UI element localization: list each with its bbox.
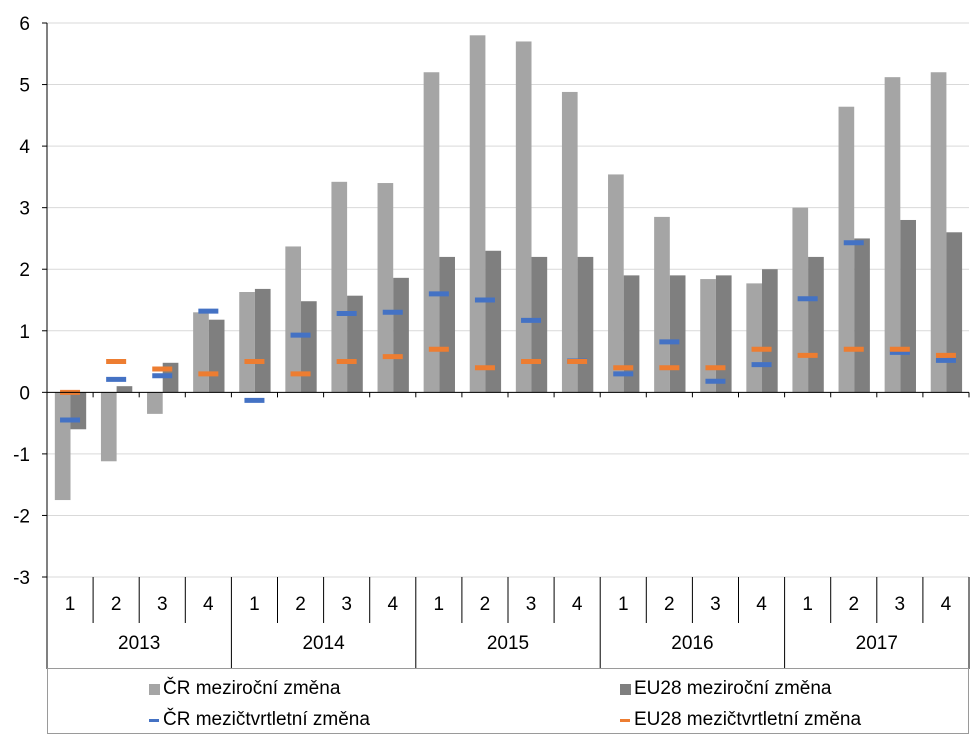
legend-item-eu-yoy: EU28 meziroční změna bbox=[620, 678, 831, 700]
y-tick-label: 0 bbox=[19, 383, 30, 404]
bar-cr-yoy bbox=[700, 279, 716, 393]
y-tick-label: -3 bbox=[13, 568, 30, 589]
year-label: 2014 bbox=[302, 633, 345, 654]
bar-eu-yoy bbox=[900, 219, 916, 393]
bar-cr-yoy bbox=[838, 106, 855, 393]
bar-eu-yoy bbox=[254, 288, 271, 393]
bar-cr-yoy bbox=[884, 77, 901, 393]
y-tick-label: -2 bbox=[13, 506, 30, 527]
quarter-label: 3 bbox=[157, 594, 168, 615]
bar-eu-yoy bbox=[70, 392, 87, 430]
quarter-label: 2 bbox=[295, 594, 306, 615]
bar-cr-yoy bbox=[147, 392, 163, 414]
bar-eu-yoy bbox=[208, 319, 225, 393]
bar-eu-yoy bbox=[485, 250, 502, 393]
bar-eu-yoy bbox=[393, 277, 409, 393]
y-tick-label: 1 bbox=[19, 322, 30, 343]
bars bbox=[54, 35, 963, 501]
bar-cr-yoy bbox=[100, 392, 117, 462]
bar-eu-yoy bbox=[946, 232, 963, 393]
year-label: 2017 bbox=[856, 633, 898, 654]
y-tick-label: 5 bbox=[19, 76, 30, 97]
legend-swatch-eu-qoq bbox=[620, 718, 630, 722]
y-tick-label: -1 bbox=[13, 445, 30, 466]
bar-eu-yoy bbox=[347, 295, 363, 393]
bar-cr-yoy bbox=[608, 174, 624, 393]
bar-cr-yoy bbox=[654, 216, 670, 393]
bar-cr-yoy bbox=[377, 183, 394, 393]
bar-cr-yoy bbox=[239, 291, 255, 393]
legend-swatch-eu-yoy bbox=[620, 683, 631, 695]
bar-eu-yoy bbox=[531, 256, 548, 393]
legend-label-eu-yoy: EU28 meziroční změna bbox=[634, 678, 832, 699]
quarter-label: 2 bbox=[848, 594, 859, 615]
bar-eu-yoy bbox=[623, 275, 640, 393]
bar-cr-yoy bbox=[561, 91, 578, 393]
quarter-label: 1 bbox=[65, 594, 76, 615]
bar-cr-yoy bbox=[469, 35, 486, 393]
legend-item-cr-qoq: ČR mezičtvrtletní změna bbox=[149, 709, 370, 731]
quarter-label: 4 bbox=[572, 594, 583, 615]
year-label: 2013 bbox=[118, 633, 160, 654]
quarter-label: 1 bbox=[802, 594, 813, 615]
quarter-label: 3 bbox=[341, 594, 352, 615]
legend-item-cr-yoy: ČR meziroční změna bbox=[149, 678, 340, 700]
legend-swatch-cr-qoq bbox=[149, 718, 159, 722]
y-tick-label: 6 bbox=[19, 14, 30, 35]
bar-eu-yoy bbox=[669, 275, 686, 393]
quarter-label: 2 bbox=[480, 594, 491, 615]
year-label: 2016 bbox=[671, 633, 713, 654]
year-label: 2015 bbox=[487, 633, 529, 654]
bar-eu-yoy bbox=[762, 269, 778, 393]
bar-eu-yoy bbox=[116, 386, 133, 393]
y-tick-label: 2 bbox=[19, 260, 30, 281]
bar-eu-yoy bbox=[854, 238, 870, 393]
quarter-label: 1 bbox=[618, 594, 629, 615]
quarter-label: 1 bbox=[434, 594, 445, 615]
bar-eu-yoy bbox=[715, 275, 732, 393]
quarter-label: 2 bbox=[664, 594, 675, 615]
bar-cr-yoy bbox=[930, 72, 947, 393]
bar-cr-yoy bbox=[54, 392, 71, 501]
bar-eu-yoy bbox=[301, 301, 317, 393]
quarter-label: 1 bbox=[249, 594, 260, 615]
quarter-label: 4 bbox=[941, 594, 952, 615]
bar-eu-yoy bbox=[808, 256, 824, 393]
bar-cr-yoy bbox=[423, 72, 440, 393]
y-tick-label: 3 bbox=[19, 199, 30, 220]
quarter-label: 4 bbox=[756, 594, 767, 615]
legend-item-eu-qoq: EU28 mezičtvrtletní změna bbox=[620, 709, 861, 731]
legend: ČR meziroční změna EU28 meziroční změna … bbox=[47, 668, 969, 734]
quarter-label: 2 bbox=[111, 594, 122, 615]
legend-label-eu-qoq: EU28 mezičtvrtletní změna bbox=[634, 709, 862, 730]
bar-eu-yoy bbox=[577, 256, 594, 393]
bar-cr-yoy bbox=[746, 283, 763, 393]
axis-labels: -3 -2 -1 0 1 2 3 4 5 6 1 2 3 4 1 2 3 4 1 2 3 4 1 2 3 4 1 2 3 4 2013 201… bbox=[13, 14, 952, 654]
bar-cr-yoy bbox=[193, 312, 209, 393]
legend-swatch-cr-yoy bbox=[149, 683, 160, 695]
quarter-label: 3 bbox=[526, 594, 537, 615]
legend-label-cr-yoy: ČR meziroční změna bbox=[163, 678, 341, 699]
quarter-label: 4 bbox=[387, 594, 398, 615]
y-tick-label: 4 bbox=[19, 137, 30, 158]
markers bbox=[60, 240, 956, 423]
axes bbox=[42, 22, 970, 669]
legend-label-cr-qoq: ČR mezičtvrtletní změna bbox=[163, 709, 370, 730]
bar-cr-yoy bbox=[331, 181, 348, 393]
gridlines bbox=[47, 22, 969, 578]
bar-cr-yoy bbox=[285, 246, 302, 393]
quarter-label: 4 bbox=[203, 594, 214, 615]
quarter-label: 3 bbox=[710, 594, 721, 615]
bar-cr-yoy bbox=[515, 41, 532, 393]
quarter-label: 3 bbox=[895, 594, 906, 615]
bar-eu-yoy bbox=[439, 256, 455, 393]
